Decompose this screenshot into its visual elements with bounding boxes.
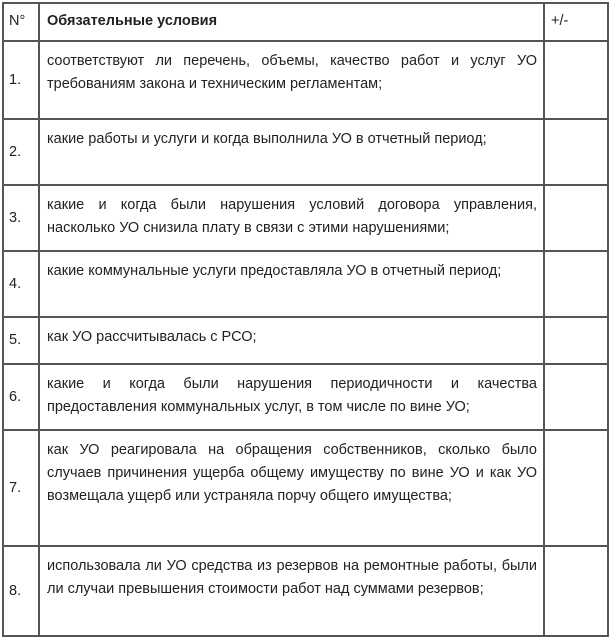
row-number: 5. <box>2 316 40 365</box>
row-mark <box>543 545 609 637</box>
row-text: как УО рассчитывалась с РСО; <box>38 316 545 365</box>
header-number: N° <box>2 2 40 42</box>
row-mark <box>543 316 609 365</box>
row-text: соответствуют ли перечень, объемы, качес… <box>38 40 545 120</box>
table-row: 1. соответствуют ли перечень, объемы, ка… <box>2 40 609 120</box>
header-mark: +/- <box>543 2 609 42</box>
row-number: 1. <box>2 40 40 120</box>
row-mark <box>543 250 609 318</box>
table-row: 7. как УО реагировала на обращения собст… <box>2 429 609 547</box>
row-number: 3. <box>2 184 40 252</box>
table-row: 3. какие и когда были нарушения условий … <box>2 184 609 252</box>
table-row: 5. как УО рассчитывалась с РСО; <box>2 316 609 365</box>
row-text: использовала ли УО средства из резервов … <box>38 545 545 637</box>
row-mark <box>543 40 609 120</box>
table-row: 4. какие коммунальные услуги предоставля… <box>2 250 609 318</box>
row-number: 6. <box>2 363 40 431</box>
row-text: какие работы и услуги и когда выполнила … <box>38 118 545 186</box>
table-header-row: N° Обязательные условия +/- <box>2 2 609 42</box>
row-mark <box>543 363 609 431</box>
row-mark <box>543 118 609 186</box>
table-row: 6. какие и когда были нарушения периодич… <box>2 363 609 431</box>
row-text: как УО реагировала на обращения собствен… <box>38 429 545 547</box>
table-row: 2. какие работы и услуги и когда выполни… <box>2 118 609 186</box>
row-number: 2. <box>2 118 40 186</box>
row-number: 4. <box>2 250 40 318</box>
row-mark <box>543 429 609 547</box>
row-number: 8. <box>2 545 40 637</box>
row-mark <box>543 184 609 252</box>
row-text: какие коммунальные услуги предоставляла … <box>38 250 545 318</box>
row-text: какие и когда были нарушения условий дог… <box>38 184 545 252</box>
row-number: 7. <box>2 429 40 547</box>
row-text: какие и когда были нарушения периодичнос… <box>38 363 545 431</box>
header-conditions: Обязательные условия <box>38 2 545 42</box>
table-row: 8. использовала ли УО средства из резерв… <box>2 545 609 637</box>
